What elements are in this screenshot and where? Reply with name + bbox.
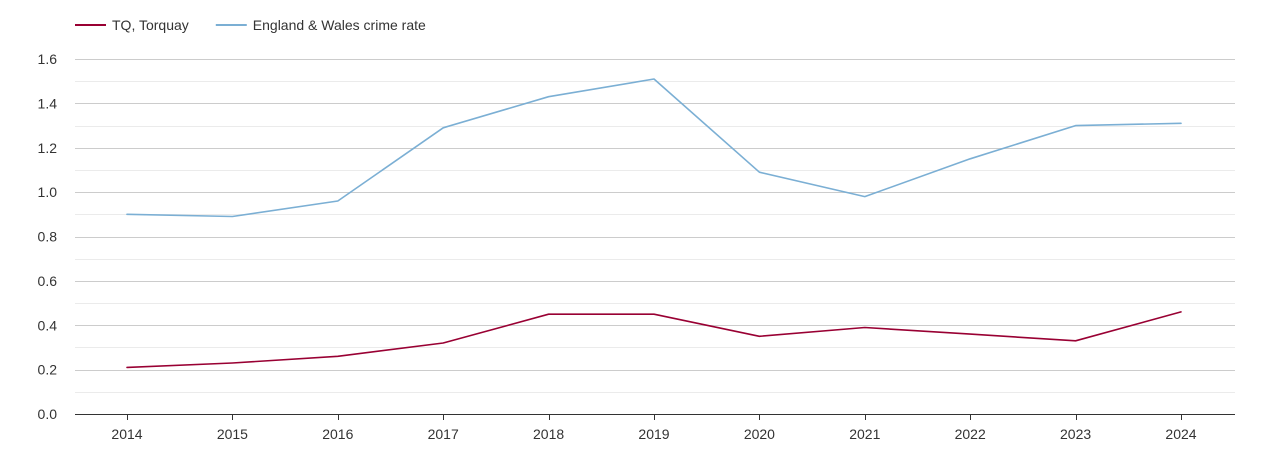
x-tick-label: 2021 [849,426,880,442]
legend-label: England & Wales crime rate [253,17,426,33]
y-tick-label: 0.6 [38,273,58,289]
y-tick-label: 1.0 [38,184,58,200]
x-tick-label: 2022 [955,426,986,442]
y-tick-label: 1.4 [38,95,58,111]
series-line[interactable] [126,78,1182,218]
y-tick-label: 0.0 [38,406,58,422]
y-tick-label: 0.2 [38,362,58,378]
x-tick-label: 2015 [217,426,248,442]
series-layer [126,78,1182,369]
x-tick-label: 2018 [533,426,564,442]
x-tick-label: 2019 [638,426,669,442]
y-tick-label: 0.8 [38,229,58,245]
series-line[interactable] [126,311,1182,369]
x-tick-label: 2024 [1165,426,1196,442]
y-tick-label: 0.4 [38,317,58,333]
legend-item[interactable]: England & Wales crime rate [215,17,426,33]
x-tick-label: 2020 [744,426,775,442]
x-tick-label: 2023 [1060,426,1091,442]
y-axis: 0.0 0.2 0.4 0.6 0.8 1.0 1.2 1.4 1.6 [38,51,58,422]
x-axis: 2014 2015 2016 2017 2018 2019 2020 2021 2022 2023… [75,414,1235,442]
legend-item[interactable]: TQ, Torquay [75,17,189,33]
legend-label: TQ, Torquay [112,17,189,33]
x-tick-label: 2017 [428,426,459,442]
x-tick-label: 2016 [322,426,353,442]
x-tick-label: 2014 [111,426,142,442]
y-tick-label: 1.6 [38,51,58,67]
y-tick-label: 1.2 [38,140,58,156]
legend: TQ, Torquay England & Wales crime rate [75,17,426,33]
grid-lines [75,59,1235,393]
